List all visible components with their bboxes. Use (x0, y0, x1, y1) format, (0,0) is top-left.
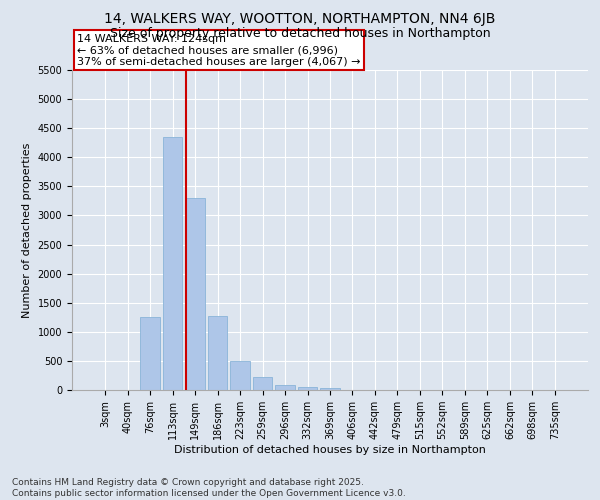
Text: Contains HM Land Registry data © Crown copyright and database right 2025.
Contai: Contains HM Land Registry data © Crown c… (12, 478, 406, 498)
Y-axis label: Number of detached properties: Number of detached properties (22, 142, 32, 318)
Bar (275, 385, 295, 390)
Bar (320, 388, 340, 390)
Bar (230, 361, 250, 390)
Bar (298, 386, 317, 390)
Bar (185, 198, 205, 390)
Bar (253, 377, 272, 390)
Text: 14, WALKERS WAY, WOOTTON, NORTHAMPTON, NN4 6JB: 14, WALKERS WAY, WOOTTON, NORTHAMPTON, N… (104, 12, 496, 26)
Text: 14 WALKERS WAY: 124sqm
← 63% of detached houses are smaller (6,996)
37% of semi-: 14 WALKERS WAY: 124sqm ← 63% of detached… (77, 34, 361, 67)
Bar (140, 318, 160, 390)
Text: Size of property relative to detached houses in Northampton: Size of property relative to detached ho… (110, 28, 490, 40)
Bar (163, 137, 182, 390)
Bar (208, 316, 227, 390)
X-axis label: Distribution of detached houses by size in Northampton: Distribution of detached houses by size … (174, 445, 486, 455)
